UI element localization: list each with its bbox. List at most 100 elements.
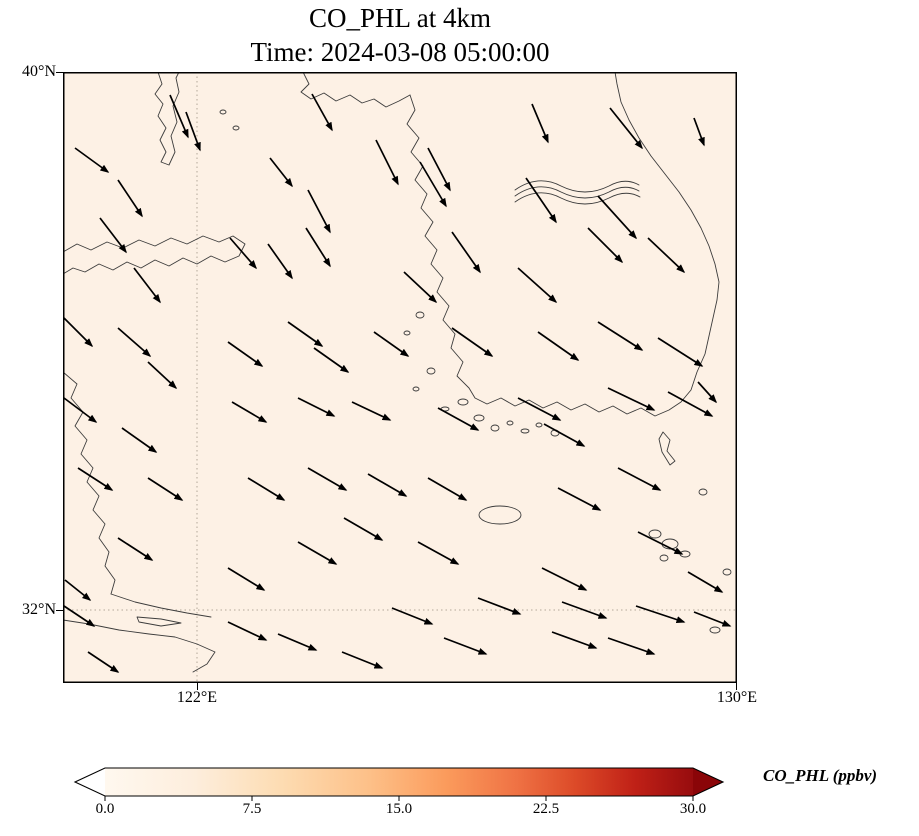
island — [457, 398, 469, 406]
wind-arrow — [517, 397, 562, 421]
island — [648, 529, 662, 539]
wind-arrow — [117, 327, 152, 357]
wind-arrow — [63, 605, 96, 627]
wind-arrow — [617, 467, 662, 491]
wind-arrow — [517, 267, 558, 304]
island — [490, 424, 500, 432]
wind-arrows — [63, 93, 732, 673]
coastline — [406, 72, 720, 417]
wind-arrow — [657, 337, 704, 367]
wind-arrow — [543, 423, 586, 447]
wind-arrow — [229, 237, 257, 270]
wind-arrow — [63, 397, 98, 423]
wind-arrow — [693, 611, 732, 627]
island — [506, 420, 514, 426]
wind-arrow — [537, 331, 580, 361]
wind-arrow — [427, 477, 468, 501]
coastline — [63, 235, 246, 275]
island — [698, 488, 708, 496]
island — [232, 125, 240, 131]
wind-arrow — [231, 401, 268, 423]
wind-arrow — [99, 217, 127, 254]
coastline — [136, 616, 182, 627]
colorbar-tick-labels: 0.0 7.5 15.0 22.5 30.0 — [60, 801, 740, 821]
wind-arrow — [77, 467, 114, 491]
colorbar-tick-label: 7.5 — [242, 801, 262, 817]
colorbar-tick-label: 15.0 — [385, 801, 413, 817]
coastline — [514, 186, 640, 199]
wind-arrow — [227, 567, 266, 591]
wind-arrow — [63, 317, 94, 348]
wind-arrow — [169, 94, 189, 139]
wind-arrow — [297, 541, 338, 565]
wind-arrow — [227, 341, 264, 367]
island — [219, 109, 227, 115]
wind-arrow — [525, 177, 557, 224]
wind-arrow — [147, 361, 178, 390]
wind-arrow — [247, 477, 286, 501]
wind-arrow — [277, 633, 318, 651]
island — [709, 626, 721, 634]
wind-arrow — [667, 391, 714, 417]
wind-arrow — [637, 531, 684, 555]
y-axis-tick-label-32n: 32°N — [22, 601, 56, 618]
wind-arrow — [607, 387, 656, 411]
coastline — [154, 72, 180, 166]
wind-arrow — [451, 327, 494, 357]
wind-arrow — [551, 631, 598, 649]
coastline — [514, 180, 640, 193]
wind-arrow — [307, 189, 331, 234]
island — [535, 422, 543, 428]
wind-arrow — [341, 651, 384, 669]
coastline — [63, 371, 116, 595]
wind-arrow — [587, 227, 624, 264]
island — [659, 554, 669, 562]
wind-arrow — [267, 243, 293, 280]
wind-arrow — [64, 579, 92, 601]
coastlines — [63, 72, 720, 673]
map-plot — [63, 72, 737, 683]
colorbar-tick-label: 22.5 — [532, 801, 560, 817]
colorbar-under-arrow — [75, 768, 105, 796]
wind-arrow — [443, 637, 488, 655]
wind-arrow — [375, 139, 399, 186]
coastline — [110, 593, 212, 618]
wind-arrow — [693, 117, 705, 147]
wind-arrow — [313, 347, 350, 373]
wind-arrow — [687, 571, 724, 593]
wind-arrow — [697, 381, 718, 404]
wind-arrow — [269, 157, 293, 188]
wind-arrow — [437, 407, 480, 431]
wind-arrow — [133, 267, 161, 304]
wind-arrow — [297, 397, 336, 417]
wind-arrow — [557, 487, 602, 511]
wind-arrow — [607, 637, 656, 655]
axis-tick-mark — [56, 609, 63, 611]
wind-arrow — [597, 195, 638, 240]
wind-arrow — [391, 607, 434, 625]
wind-arrow — [117, 537, 154, 561]
island — [478, 505, 522, 525]
wind-arrow — [419, 161, 447, 208]
coastline — [63, 619, 216, 673]
axis-tick-mark — [196, 683, 198, 690]
colorbar-tick-label: 30.0 — [679, 801, 707, 817]
chart-subtitle: Time: 2024-03-08 05:00:00 — [250, 37, 550, 67]
coastline — [300, 72, 411, 108]
colorbar-gradient — [105, 768, 693, 796]
wind-arrow — [351, 401, 392, 421]
wind-arrow — [635, 605, 686, 623]
wind-arrow — [74, 147, 110, 173]
wind-arrow — [147, 477, 184, 501]
island — [403, 330, 411, 336]
island — [415, 311, 425, 319]
wind-arrow — [417, 541, 460, 565]
island — [473, 414, 485, 422]
wind-arrow — [541, 567, 588, 591]
y-axis-tick-label-40n: 40°N — [22, 63, 56, 80]
colorbar-label: CO_PHL (ppbv) — [763, 766, 878, 785]
x-axis-tick-label-130e: 130°E — [716, 689, 758, 706]
wind-arrow — [121, 427, 158, 453]
wind-arrow — [477, 597, 522, 615]
